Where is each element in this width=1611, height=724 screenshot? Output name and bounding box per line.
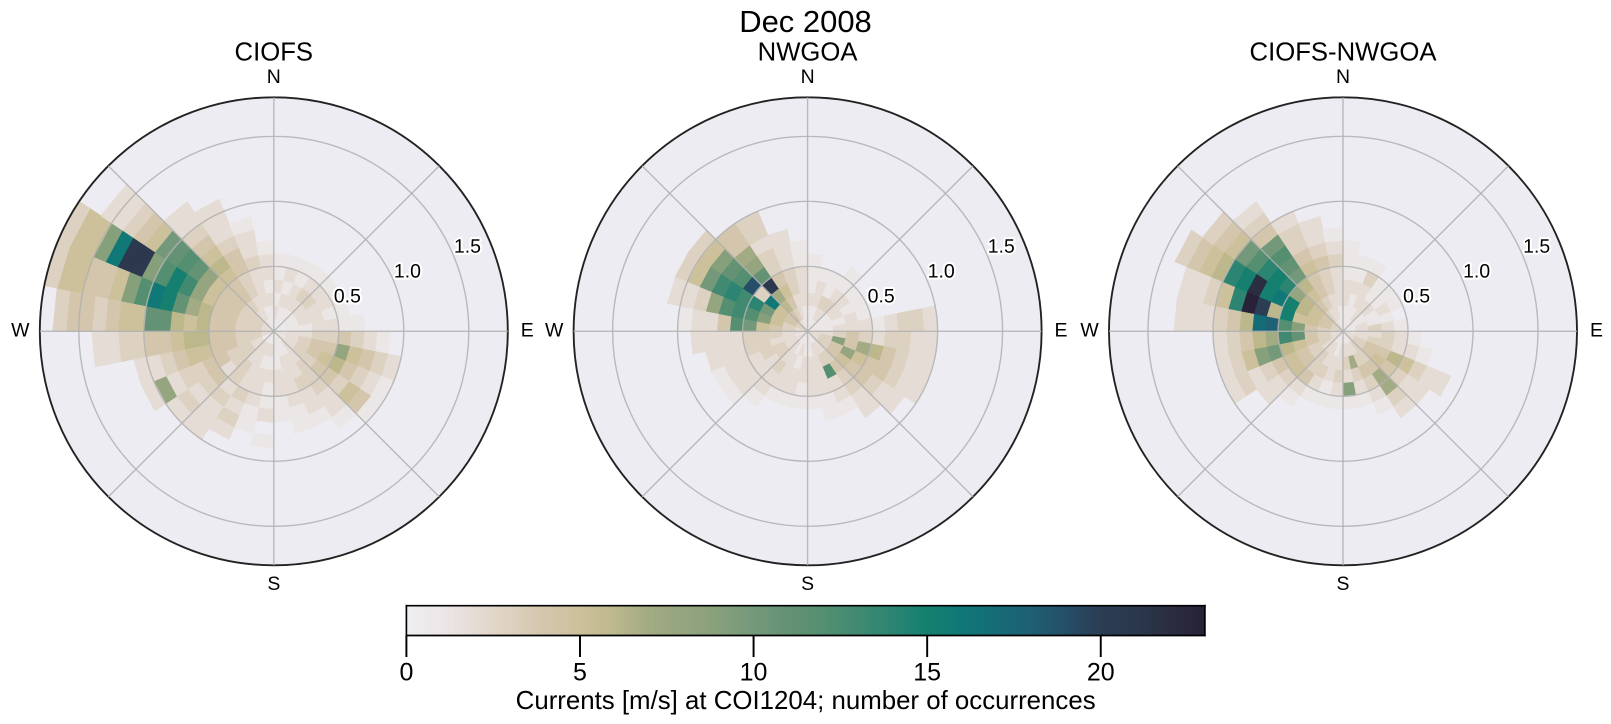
svg-text:N: N <box>801 66 815 88</box>
svg-text:S: S <box>267 573 280 595</box>
svg-text:NWGOA: NWGOA <box>758 38 859 66</box>
svg-text:E: E <box>1590 319 1603 341</box>
svg-text:E: E <box>1055 319 1068 341</box>
svg-text:W: W <box>11 319 30 341</box>
svg-text:10: 10 <box>740 659 768 687</box>
svg-text:N: N <box>1336 66 1350 88</box>
svg-text:CIOFS-NWGOA: CIOFS-NWGOA <box>1250 38 1438 66</box>
svg-text:Dec 2008: Dec 2008 <box>739 4 872 39</box>
svg-text:E: E <box>521 319 534 341</box>
svg-text:S: S <box>1337 573 1350 595</box>
svg-text:0: 0 <box>399 659 413 687</box>
svg-text:5: 5 <box>573 659 587 687</box>
svg-text:20: 20 <box>1087 659 1115 687</box>
svg-text:CIOFS: CIOFS <box>235 38 314 66</box>
svg-text:S: S <box>801 573 814 595</box>
svg-text:W: W <box>1080 319 1099 341</box>
svg-text:N: N <box>267 66 281 88</box>
svg-text:Currents [m/s] at COI1204; num: Currents [m/s] at COI1204; number of occ… <box>516 687 1096 715</box>
svg-text:W: W <box>545 319 564 341</box>
svg-text:15: 15 <box>913 659 941 687</box>
